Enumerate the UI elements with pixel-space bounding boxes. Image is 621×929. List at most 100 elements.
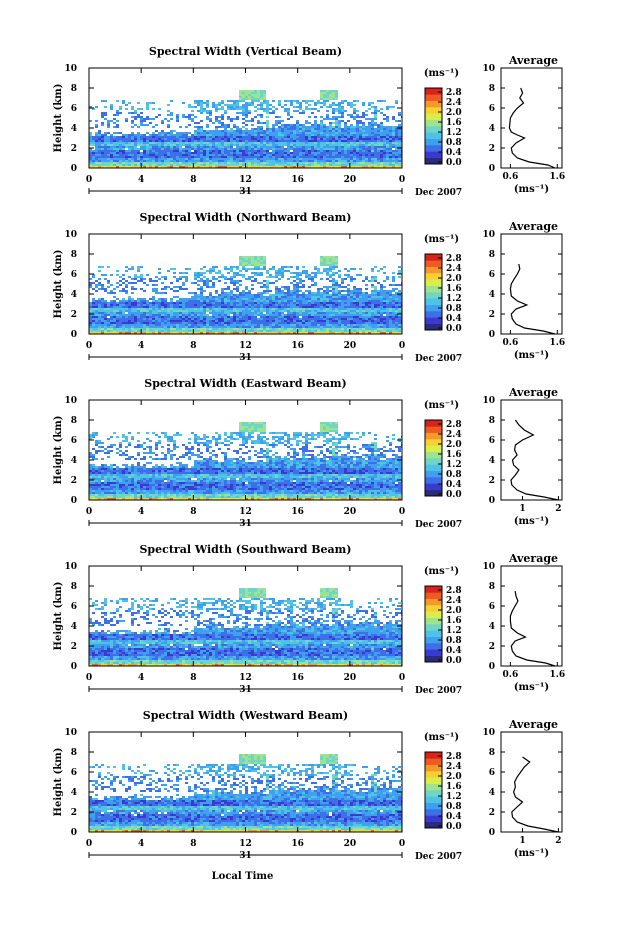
colorbar-segment: [425, 260, 442, 267]
colorbar-segment: [425, 752, 442, 759]
colorbar-segment: [425, 138, 442, 146]
y-tick-label: 2: [71, 476, 77, 486]
day-label: 31: [239, 519, 252, 529]
y-tick-label: 2: [71, 144, 77, 154]
x-tick-label: 0: [86, 839, 92, 849]
colorbar-segment: [425, 88, 442, 95]
x-tick-label: 0: [399, 839, 405, 849]
average-x-tick-label: 0.6: [503, 172, 519, 182]
y-tick-label: 0: [71, 330, 77, 340]
x-tick-label: 0: [86, 341, 92, 351]
y-tick-label: 8: [71, 582, 77, 592]
x-tick-label: 12: [239, 673, 252, 683]
colorbar-tick-label: 1.6: [446, 616, 462, 626]
average-y-tick-label: 10: [482, 562, 495, 572]
colorbar-segment: [425, 292, 442, 299]
average-x-label: (ms⁻¹): [514, 184, 549, 195]
x-tick-label: 8: [190, 507, 196, 517]
average-x-tick-label: 2: [555, 504, 561, 514]
x-tick-label: 4: [138, 507, 144, 517]
average-y-tick-label: 8: [489, 84, 495, 94]
heatmap: [89, 90, 402, 168]
average-y-tick-label: 8: [489, 416, 495, 426]
colorbar-segment: [425, 432, 442, 440]
average-panel: Average 0 2 4 6 8 10 0.6 1.6(ms⁻¹): [482, 220, 565, 361]
y-tick-label: 4: [71, 124, 77, 134]
date-label: Dec 2007: [415, 520, 462, 530]
colorbar-tick-label: 2.0: [446, 606, 462, 616]
y-tick-label: 4: [71, 456, 77, 466]
colorbar-segment: [425, 279, 442, 286]
x-tick-label: 0: [86, 507, 92, 517]
average-x-tick-label: 1: [519, 504, 525, 514]
colorbar-segment: [425, 483, 442, 490]
average-y-tick-label: 10: [482, 64, 495, 74]
x-tick-label: 8: [190, 673, 196, 683]
colorbar-segment: [425, 145, 442, 152]
heatmap: [89, 256, 402, 334]
x-tick-label: 16: [291, 839, 304, 849]
colorbar-tick-label: 2.4: [446, 430, 462, 440]
colorbar-segment: [425, 783, 442, 791]
heatmap: [89, 422, 402, 500]
average-title: Average: [508, 718, 558, 731]
colorbar-segment: [425, 151, 442, 158]
panel-title: Spectral Width (Southward Beam): [139, 543, 351, 556]
average-x-tick-label: 1.6: [549, 338, 565, 348]
x-tick-label: 0: [399, 507, 405, 517]
colorbar-segment: [425, 426, 442, 433]
average-x-tick-label: 0.6: [503, 670, 519, 680]
average-title: Average: [508, 54, 558, 67]
y-tick-label: 0: [71, 662, 77, 672]
y-tick-label: 10: [64, 728, 77, 738]
colorbar-segment: [425, 821, 442, 829]
y-tick-label: 6: [71, 768, 77, 778]
colorbar-tick-label: 2.4: [446, 596, 462, 606]
x-tick-label: 4: [138, 839, 144, 849]
colorbar-label: (ms⁻¹): [424, 566, 459, 577]
colorbar-segment: [425, 273, 442, 280]
colorbar-tick-label: 2.0: [446, 772, 462, 782]
colorbar-segment: [425, 643, 442, 650]
colorbar-segment: [425, 771, 442, 778]
date-label: Dec 2007: [415, 686, 462, 696]
average-y-tick-label: 8: [489, 250, 495, 260]
x-tick-label: 20: [344, 341, 357, 351]
y-tick-label: 8: [71, 748, 77, 758]
colorbar-segment: [425, 649, 442, 656]
average-y-tick-label: 4: [489, 290, 495, 300]
y-tick-label: 10: [64, 396, 77, 406]
average-y-tick-label: 0: [489, 828, 495, 838]
colorbar-tick-label: 0.0: [446, 324, 462, 334]
y-tick-label: 0: [71, 164, 77, 174]
colorbar-tick-label: 0.8: [446, 802, 462, 812]
x-tick-label: 16: [291, 175, 304, 185]
colorbar-segment: [425, 266, 442, 274]
x-tick-label: 8: [190, 341, 196, 351]
y-tick-label: 0: [71, 496, 77, 506]
colorbar-segment: [425, 451, 442, 459]
colorbar-tick-label: 1.6: [446, 118, 462, 128]
colorbar-tick-label: 0.8: [446, 138, 462, 148]
average-y-tick-label: 10: [482, 728, 495, 738]
colorbar-tick-label: 0.0: [446, 656, 462, 666]
average-x-label: (ms⁻¹): [514, 682, 549, 693]
colorbar-segment: [425, 464, 442, 471]
average-profile-line: [509, 263, 556, 335]
colorbar-segment: [425, 586, 442, 593]
x-tick-label: 16: [291, 673, 304, 683]
day-label: 31: [239, 353, 252, 363]
colorbar-segment: [425, 132, 442, 139]
y-axis-label: Height (km): [53, 416, 64, 485]
average-y-tick-label: 6: [489, 104, 495, 114]
colorbar-label: (ms⁻¹): [424, 732, 459, 743]
colorbar-segment: [425, 107, 442, 114]
average-y-tick-label: 2: [489, 310, 495, 320]
y-tick-label: 6: [71, 436, 77, 446]
average-y-tick-label: 8: [489, 582, 495, 592]
y-tick-label: 4: [71, 788, 77, 798]
y-tick-label: 10: [64, 562, 77, 572]
